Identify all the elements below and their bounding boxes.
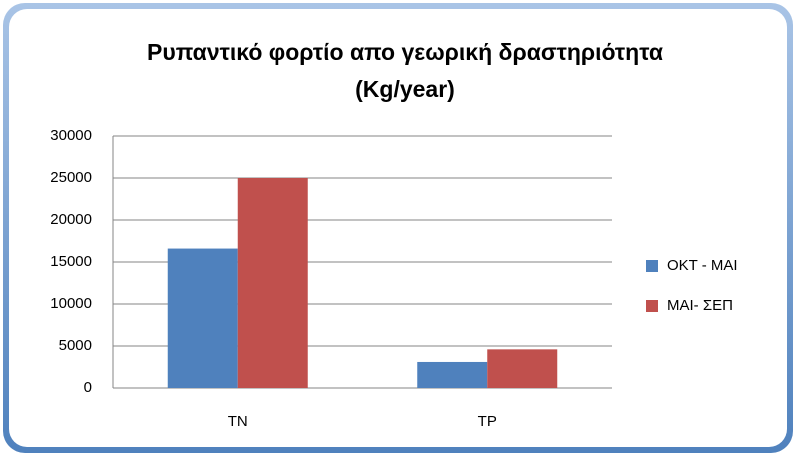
- y-tick-label: 5000: [59, 337, 92, 354]
- bar: [417, 361, 488, 388]
- legend-swatch: [646, 260, 658, 272]
- y-tick-label: 10000: [50, 295, 92, 312]
- y-tick-label: 30000: [50, 127, 92, 144]
- chart-title: (Kg/year): [355, 76, 455, 102]
- bar: [167, 248, 238, 388]
- legend-swatch: [646, 300, 658, 312]
- legend-label: ΜΑΙ- ΣΕΠ: [667, 297, 733, 314]
- chart-title: Ρυπαντικό φορτίο απο γεωρική δραστηριότη…: [147, 39, 663, 65]
- y-tick-label: 15000: [50, 253, 92, 270]
- x-tick-label: TP: [478, 413, 497, 430]
- bar: [237, 178, 308, 388]
- y-tick-label: 0: [84, 379, 92, 396]
- y-tick-label: 20000: [50, 211, 92, 228]
- legend-label: ΟΚΤ - ΜΑΙ: [667, 257, 738, 274]
- bar: [487, 349, 558, 388]
- chart-background: [9, 9, 787, 447]
- y-tick-label: 25000: [50, 169, 92, 186]
- x-tick-label: TN: [228, 413, 248, 430]
